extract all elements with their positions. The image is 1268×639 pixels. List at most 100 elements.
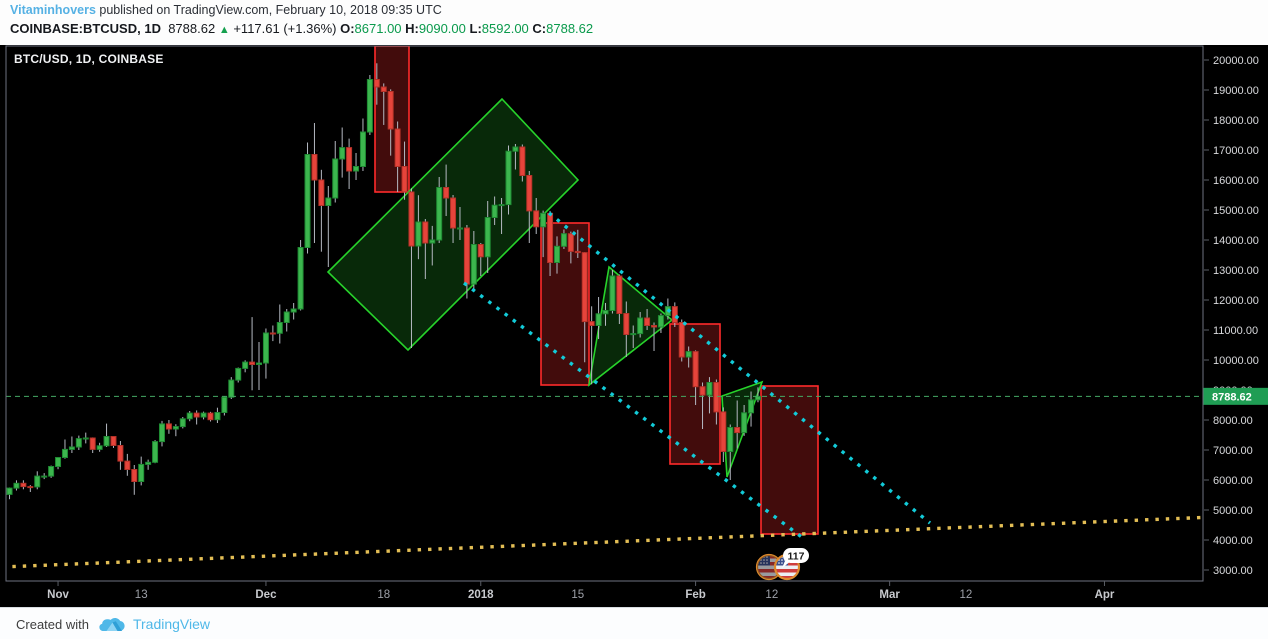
price-change: +117.61 (+1.36%) (233, 21, 337, 36)
low-value: 8592.00 (481, 21, 529, 36)
candle-nov-4 (75, 438, 82, 448)
candle-nov-8 (103, 436, 110, 447)
candle-dec-24 (422, 221, 429, 244)
publish-header: Vitaminhovers published on TradingView.c… (0, 0, 1268, 45)
candle-dec-27 (443, 187, 450, 199)
candle-nov-17 (165, 423, 172, 430)
candle-oct-25 (6, 487, 13, 495)
candle-nov-30 (256, 362, 263, 365)
support-trendline[interactable] (2, 515, 1203, 569)
candle-nov-12 (131, 469, 138, 482)
candle-oct-26 (13, 482, 20, 489)
chart-canvas[interactable]: 117 20000.00 19000.00 18000.00 17000.00 16000… (0, 45, 1268, 607)
candle-oct-28 (27, 486, 34, 489)
candle-dec-2 (269, 332, 276, 335)
candle-nov-13 (138, 463, 145, 482)
candle-dec-29 (456, 227, 463, 230)
candle-nov-25 (221, 396, 228, 414)
candle-dec-17 (373, 79, 380, 88)
svg-text:15: 15 (571, 589, 584, 601)
candle-jan-24 (637, 317, 644, 335)
created-with-label: Created with (16, 616, 89, 632)
candle-jan-25 (644, 317, 651, 326)
red-box-4[interactable] (760, 385, 819, 535)
candle-jan-12 (554, 245, 560, 264)
symbol-name: COINBASE:BTCUSD, 1D (10, 21, 161, 36)
current-price-label: 8788.62 (1203, 387, 1268, 405)
tradingview-brand-link[interactable]: TradingView (132, 616, 211, 632)
candle-jan-29 (671, 306, 678, 324)
high-label: H: (405, 21, 419, 36)
candle-dec-6 (297, 247, 304, 310)
candle-nov-29 (249, 361, 256, 366)
published-text: published on TradingView.com, February 1… (95, 3, 442, 17)
candle-dec-5 (290, 308, 297, 313)
candle-nov-7 (96, 445, 103, 450)
plot-border (5, 45, 1204, 582)
candle-nov-20 (186, 412, 193, 420)
flags-marker[interactable]: 117 (755, 548, 809, 581)
candle-dec-22 (408, 191, 415, 247)
candle-nov-6 (89, 437, 96, 450)
publish-info-line: Vitaminhovers published on TradingView.c… (10, 3, 442, 17)
svg-text:12: 12 (765, 589, 778, 601)
candle-feb-8 (741, 412, 748, 434)
candles-layer (6, 63, 761, 500)
svg-text:8788.62: 8788.62 (1212, 391, 1252, 403)
candle-dec-13 (346, 147, 353, 172)
idea-count-bubble[interactable]: 117 (782, 548, 809, 568)
candle-jan-21 (616, 275, 623, 314)
svg-text:8000.00: 8000.00 (1213, 415, 1253, 427)
candle-dec-31 (470, 244, 477, 285)
attribution-footer: Created with TradingView (0, 607, 1268, 639)
candle-feb-4 (713, 382, 720, 413)
candle-dec-15 (359, 131, 366, 167)
candle-dec-26 (436, 187, 443, 241)
candle-feb-6 (727, 427, 734, 452)
candle-nov-5 (82, 437, 89, 440)
candle-jan-16 (581, 252, 588, 323)
candle-nov-26 (228, 379, 235, 398)
close-value: 8788.62 (546, 21, 594, 36)
svg-text:Mar: Mar (879, 589, 900, 601)
candle-jan-17 (588, 321, 595, 327)
candle-feb-5 (720, 411, 727, 452)
candle-oct-31 (48, 466, 55, 477)
candle-nov-14 (145, 461, 152, 465)
candle-nov-2 (61, 448, 68, 458)
price-axis-labels[interactable]: 20000.00 19000.00 18000.00 17000.00 16000.00… (1204, 55, 1259, 577)
svg-text:10000.00: 10000.00 (1213, 355, 1259, 367)
candle-dec-23 (415, 221, 422, 247)
svg-text:Apr: Apr (1095, 589, 1115, 601)
author-link[interactable]: Vitaminhovers (10, 3, 96, 17)
candle-nov-21 (193, 412, 200, 418)
candle-jan-10 (540, 212, 547, 228)
tradingview-logo-icon[interactable] (99, 616, 126, 632)
candle-jan-4 (498, 204, 505, 207)
candle-nov-22 (200, 412, 207, 418)
candle-jan-31 (685, 351, 692, 358)
candle-jan-26 (651, 325, 658, 328)
candle-jan-9 (533, 210, 540, 228)
up-arrow-icon: ▲ (218, 24, 230, 36)
candle-jan-20 (609, 275, 616, 311)
svg-text:18000.00: 18000.00 (1213, 115, 1259, 127)
high-value: 9090.00 (418, 21, 466, 36)
candle-feb-2 (699, 386, 706, 396)
time-axis-labels[interactable]: Nov 13 Dec 18 2018 15 Feb 12 Mar 12 Apr (47, 581, 1115, 601)
svg-text:4000.00: 4000.00 (1213, 535, 1253, 547)
candle-jan-30 (678, 322, 685, 358)
svg-text:13: 13 (135, 589, 148, 601)
svg-text:5000.00: 5000.00 (1213, 505, 1253, 517)
candle-nov-23 (207, 412, 214, 421)
candle-dec-10 (325, 197, 332, 206)
trendline-upper[interactable] (547, 211, 932, 525)
svg-text:14000.00: 14000.00 (1213, 235, 1259, 247)
candle-jan-6 (512, 146, 519, 152)
open-value: 8671.00 (354, 21, 402, 36)
candle-dec-7 (304, 154, 311, 248)
candle-nov-27 (235, 367, 242, 381)
candle-jan-13 (560, 233, 567, 247)
candle-feb-9 (748, 399, 755, 414)
